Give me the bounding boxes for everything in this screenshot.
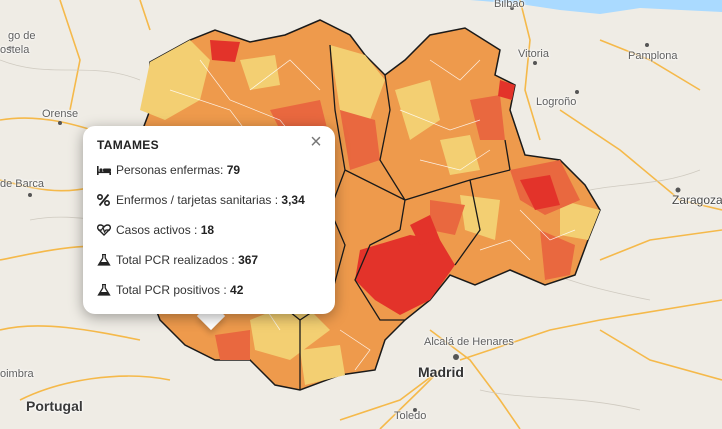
municipality-high-2 xyxy=(470,95,505,140)
popup-title: TAMAMES xyxy=(97,138,159,152)
city-label-logrono: Logroño xyxy=(536,96,577,108)
city-label-de-barca: de Barca xyxy=(0,178,45,190)
municipality-high-5 xyxy=(430,200,465,235)
municipality-low-2 xyxy=(330,45,385,120)
stat-label: Personas enfermas: xyxy=(116,163,227,177)
municipality-very-high-4 xyxy=(520,175,560,210)
municipality-low-5 xyxy=(460,195,500,240)
municipality-low-7 xyxy=(300,345,345,385)
stat-row-enfermos-tarjetas: Enfermos / tarjetas sanitarias : 3,34 xyxy=(97,193,305,207)
city-label-orense: Orense xyxy=(42,108,79,120)
stat-row-personas-enfermas: Personas enfermas: 79 xyxy=(97,163,240,177)
city-label-pamplona: Pamplona xyxy=(628,50,678,62)
municipality-high-6 xyxy=(215,330,250,360)
close-icon[interactable]: × xyxy=(310,131,322,153)
heartbeat-icon xyxy=(97,224,111,236)
city-label-alcala: Alcalá de Henares xyxy=(424,336,514,348)
flask-icon xyxy=(97,254,111,266)
city-label-ostela: ostela xyxy=(0,44,30,56)
city-label-vitoria: Vitoria xyxy=(518,48,549,60)
municipality-high-1 xyxy=(340,110,380,170)
municipality-very-high-5 xyxy=(498,80,515,100)
municipality-very-high-2 xyxy=(410,215,440,245)
bed-icon xyxy=(97,166,111,175)
stat-value: 3,34 xyxy=(281,193,305,207)
info-popup: × TAMAMES Personas enfermas: 79 Enfermos… xyxy=(83,126,335,314)
flask-icon xyxy=(97,284,111,296)
municipality-very-high-3 xyxy=(210,40,240,62)
municipality-low-3 xyxy=(395,80,440,140)
municipality-low-8 xyxy=(240,55,280,90)
municipality-very-high-1 xyxy=(355,235,455,315)
city-dots xyxy=(8,6,681,412)
stat-value: 367 xyxy=(238,253,259,267)
sea-area xyxy=(470,0,722,14)
stat-value: 79 xyxy=(226,163,241,177)
municipality-low-9 xyxy=(440,135,480,175)
stat-value: 18 xyxy=(200,223,215,237)
city-label-madrid: Madrid xyxy=(418,364,464,380)
stat-row-pcr-realizados: Total PCR realizados : 367 xyxy=(97,253,258,267)
city-label-coimbra: oimbra xyxy=(0,368,34,380)
stat-label: Casos activos : xyxy=(116,223,201,237)
city-label-toledo: Toledo xyxy=(394,410,427,422)
stat-row-pcr-positivos: Total PCR positivos : 42 xyxy=(97,283,243,297)
stat-label: Enfermos / tarjetas sanitarias : xyxy=(116,193,282,207)
city-label-bilbao: Bilbao xyxy=(494,0,525,10)
municipality-low-1 xyxy=(140,40,210,120)
percent-icon xyxy=(97,194,110,206)
municipality-low-4 xyxy=(560,200,600,240)
municipality-high-4 xyxy=(540,230,575,280)
stat-label: Total PCR realizados : xyxy=(116,253,239,267)
stat-label: Total PCR positivos : xyxy=(116,283,231,297)
stat-value: 42 xyxy=(230,283,244,297)
city-label-go-de: go de xyxy=(8,30,36,42)
city-label-zaragoza: Zaragoza xyxy=(672,193,722,207)
country-label-portugal: Portugal xyxy=(26,398,83,414)
stat-row-casos-activos: Casos activos : 18 xyxy=(97,223,214,237)
